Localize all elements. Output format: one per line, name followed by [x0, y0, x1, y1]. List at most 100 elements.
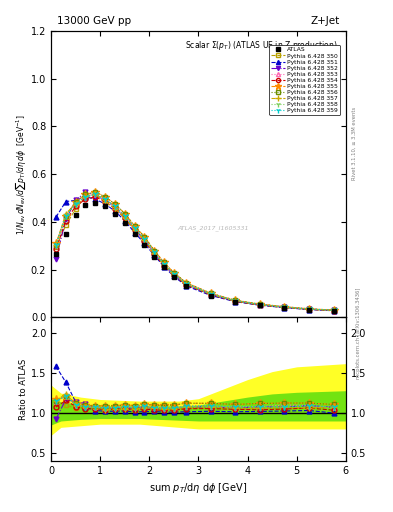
Pythia 6.428 353	[113, 203, 118, 209]
Pythia 6.428 355	[172, 270, 176, 276]
Pythia 6.428 359	[172, 271, 176, 278]
Pythia 6.428 351	[93, 196, 98, 202]
Pythia 6.428 355	[123, 210, 127, 217]
Pythia 6.428 356	[162, 260, 167, 266]
Pythia 6.428 359	[257, 302, 262, 308]
Text: Rivet 3.1.10, ≥ 3.3M events: Rivet 3.1.10, ≥ 3.3M events	[352, 106, 357, 180]
ATLAS	[331, 308, 336, 314]
Pythia 6.428 351	[132, 229, 137, 236]
Pythia 6.428 359	[162, 261, 167, 267]
Pythia 6.428 353	[132, 225, 137, 231]
Pythia 6.428 350	[93, 191, 98, 198]
Pythia 6.428 350	[233, 298, 238, 304]
Pythia 6.428 354	[282, 304, 287, 310]
Line: Pythia 6.428 359: Pythia 6.428 359	[53, 191, 337, 313]
Pythia 6.428 358	[93, 191, 98, 198]
Pythia 6.428 359	[73, 201, 78, 207]
Pythia 6.428 354	[73, 203, 78, 209]
Pythia 6.428 351	[53, 214, 59, 220]
Line: Pythia 6.428 355: Pythia 6.428 355	[52, 188, 337, 314]
Pythia 6.428 354	[132, 227, 137, 233]
Pythia 6.428 352	[184, 281, 189, 287]
Pythia 6.428 358	[172, 271, 176, 278]
Pythia 6.428 356	[103, 194, 108, 200]
Line: Pythia 6.428 351: Pythia 6.428 351	[53, 195, 336, 313]
Pythia 6.428 355	[184, 280, 189, 286]
Pythia 6.428 356	[93, 189, 98, 195]
Pythia 6.428 359	[142, 236, 147, 242]
Pythia 6.428 358	[53, 242, 59, 248]
Pythia 6.428 357	[53, 242, 59, 248]
Pythia 6.428 351	[257, 302, 262, 308]
Pythia 6.428 357	[93, 191, 98, 198]
Pythia 6.428 355	[162, 260, 167, 266]
Line: Pythia 6.428 352: Pythia 6.428 352	[53, 189, 336, 313]
Pythia 6.428 353	[152, 249, 156, 255]
Pythia 6.428 352	[152, 250, 156, 256]
Pythia 6.428 355	[307, 306, 311, 312]
Pythia 6.428 354	[331, 307, 336, 313]
ATLAS	[123, 220, 127, 226]
Pythia 6.428 356	[73, 199, 78, 205]
Pythia 6.428 358	[64, 213, 68, 219]
Pythia 6.428 356	[257, 301, 262, 307]
Pythia 6.428 351	[123, 218, 127, 224]
Pythia 6.428 353	[162, 261, 167, 267]
Pythia 6.428 350	[307, 306, 311, 312]
Pythia 6.428 358	[103, 196, 108, 202]
Pythia 6.428 354	[103, 199, 108, 205]
Pythia 6.428 353	[73, 200, 78, 206]
Pythia 6.428 357	[257, 302, 262, 308]
Y-axis label: Ratio to ATLAS: Ratio to ATLAS	[19, 358, 28, 420]
Pythia 6.428 355	[282, 304, 287, 310]
Pythia 6.428 350	[132, 225, 137, 231]
Pythia 6.428 351	[152, 252, 156, 259]
Pythia 6.428 352	[123, 214, 127, 220]
Legend: ATLAS, Pythia 6.428 350, Pythia 6.428 351, Pythia 6.428 352, Pythia 6.428 353, P: ATLAS, Pythia 6.428 350, Pythia 6.428 35…	[269, 45, 340, 115]
ATLAS	[113, 210, 118, 217]
Text: mcplots.cern.ch [arXiv:1306.3436]: mcplots.cern.ch [arXiv:1306.3436]	[356, 287, 361, 378]
Line: Pythia 6.428 354: Pythia 6.428 354	[53, 195, 336, 313]
Pythia 6.428 355	[208, 290, 213, 296]
Pythia 6.428 354	[123, 215, 127, 221]
Pythia 6.428 353	[64, 213, 68, 219]
Pythia 6.428 350	[208, 292, 213, 298]
ATLAS	[172, 274, 176, 280]
Text: ATLAS_2017_I1605331: ATLAS_2017_I1605331	[178, 226, 249, 231]
Pythia 6.428 351	[142, 240, 147, 246]
Pythia 6.428 356	[233, 297, 238, 303]
Pythia 6.428 352	[257, 302, 262, 308]
Pythia 6.428 357	[142, 237, 147, 243]
Pythia 6.428 357	[132, 227, 137, 233]
Pythia 6.428 351	[233, 298, 238, 305]
Pythia 6.428 353	[331, 307, 336, 313]
Pythia 6.428 353	[233, 297, 238, 304]
Pythia 6.428 356	[282, 304, 287, 310]
Pythia 6.428 357	[64, 210, 68, 217]
Pythia 6.428 357	[83, 194, 88, 200]
Pythia 6.428 350	[257, 302, 262, 308]
Pythia 6.428 352	[233, 298, 238, 304]
Pythia 6.428 353	[282, 304, 287, 310]
ATLAS	[257, 303, 262, 309]
Line: Pythia 6.428 357: Pythia 6.428 357	[53, 191, 337, 313]
Pythia 6.428 350	[53, 244, 59, 250]
Pythia 6.428 351	[73, 197, 78, 203]
Pythia 6.428 352	[162, 261, 167, 267]
Pythia 6.428 354	[113, 206, 118, 212]
Pythia 6.428 351	[103, 201, 108, 207]
Pythia 6.428 351	[208, 292, 213, 298]
Pythia 6.428 350	[73, 206, 78, 212]
Pythia 6.428 356	[208, 290, 213, 296]
Pythia 6.428 352	[208, 291, 213, 297]
Pythia 6.428 350	[123, 213, 127, 219]
Pythia 6.428 357	[208, 291, 213, 297]
Pythia 6.428 351	[83, 194, 88, 200]
Pythia 6.428 359	[53, 242, 59, 248]
ATLAS	[152, 253, 156, 260]
Line: ATLAS: ATLAS	[53, 200, 336, 313]
ATLAS	[103, 203, 108, 209]
Pythia 6.428 350	[64, 222, 68, 228]
Pythia 6.428 352	[307, 306, 311, 312]
Pythia 6.428 359	[331, 307, 336, 313]
